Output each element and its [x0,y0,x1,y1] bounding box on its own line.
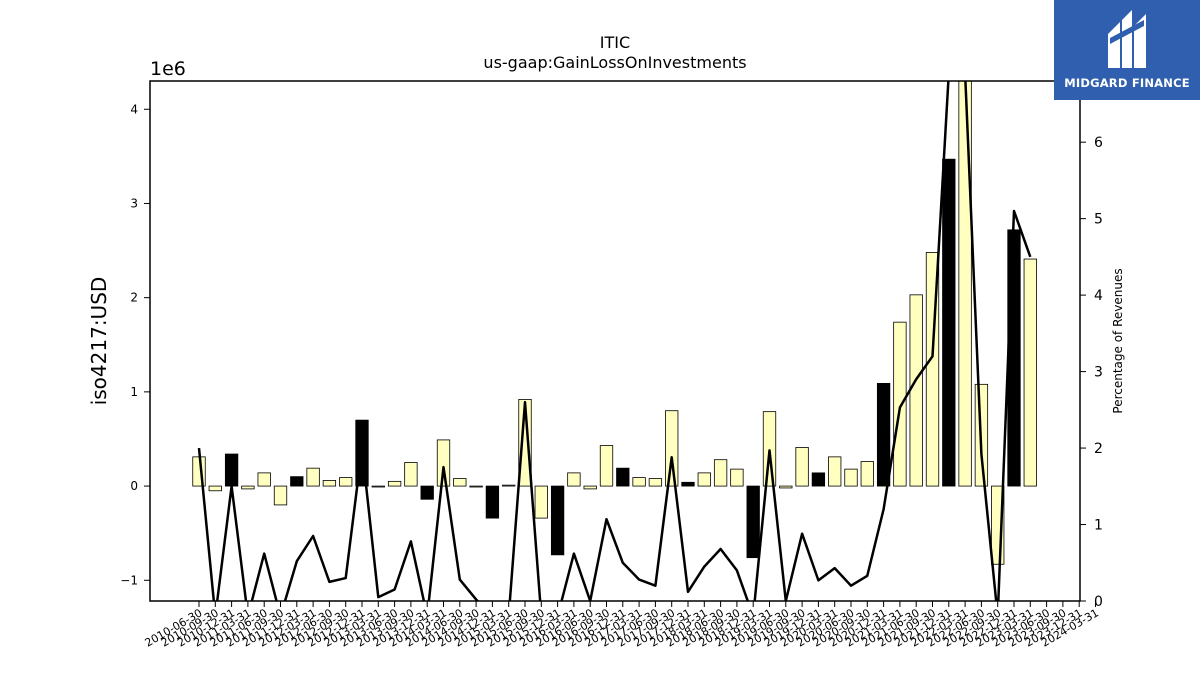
brand-name: MIDGARD FINANCE [1064,76,1190,90]
bar-2020-12-31 [876,382,891,487]
x-axis: 2010-06-302010-09-302010-12-312011-03-31… [143,601,1101,650]
y2-tick-label: 0 [1094,594,1103,610]
bar-2010-09-30 [208,485,222,492]
bar-2021-12-31 [942,158,956,487]
bar-2016-06-30 [583,485,597,490]
bar-2019-06-30 [779,485,793,489]
bar-2020-09-30 [860,461,874,487]
y-tick-label: −1 [120,573,138,587]
bar-2015-12-31 [550,485,565,556]
bar-2021-06-30 [909,294,923,487]
bar-2018-12-31 [746,485,760,559]
bar-2011-09-30 [273,485,288,506]
y2-tick-label: 3 [1094,365,1103,381]
bar-2020-06-30 [844,468,858,487]
bar-2018-09-30 [730,468,744,487]
bar-2015-06-30 [518,399,532,487]
bar-2017-12-31 [681,481,695,487]
bar-2011-03-31 [241,485,255,490]
bar-2022-03-31 [958,81,972,487]
y2-tick-label: 4 [1094,288,1103,304]
bar-2014-06-30 [453,478,467,487]
y-tick-label: 0 [130,479,138,493]
y2-tick-label: 2 [1094,441,1103,457]
bar-2015-09-30 [534,485,548,519]
bar-2013-06-30 [387,480,402,487]
bar-2019-12-31 [811,472,826,487]
pct-of-revenues-line [197,81,1032,601]
y2-tick-label: 6 [1094,135,1103,151]
bar-2019-09-30 [795,447,809,487]
y-tick-label: 4 [130,102,138,116]
chart-subtitle: us-gaap:GainLossOnInvestments [483,53,746,72]
bar-2013-09-30 [404,462,418,487]
bar-2021-03-31 [893,321,907,487]
plot-frame [149,80,1081,602]
bar-2018-03-31 [697,472,711,487]
bar-2017-09-30 [665,410,679,487]
bar-2017-06-30 [648,478,663,487]
brand-logo: MIDGARD FINANCE [1054,0,1200,100]
bar-2011-12-31 [290,476,304,487]
y2-tick-label: 5 [1094,212,1103,228]
bar-2014-03-31 [436,439,451,487]
bar-2023-03-31 [1023,258,1037,487]
bar-2022-12-31 [1007,229,1021,487]
bar-2013-12-31 [420,485,434,500]
bar-2019-03-31 [762,411,777,487]
y-axis-label: iso4217:USD [87,277,111,406]
y-tick-label: 3 [130,196,138,210]
bar-2016-03-31 [567,472,581,487]
bars-layer [192,81,1037,565]
line-layer [197,81,1032,601]
y-axis: −1 0 1 2 3 4 [120,102,150,587]
bar-2014-12-31 [485,485,500,519]
bar-2012-06-30 [322,480,337,487]
bar-2018-06-30 [713,459,728,487]
bar-2013-03-31 [371,485,385,488]
bar-2014-09-30 [469,485,483,488]
bar-2011-06-30 [257,472,271,487]
y-tick-label: 2 [130,291,138,305]
bar-2012-09-30 [339,477,353,487]
y2-axis-label: Percentage of Revenues [1111,268,1125,413]
bar-2015-03-31 [502,484,516,487]
bar-2010-12-31 [224,453,239,487]
bar-2016-09-30 [599,445,614,487]
y-axis-scale-label: 1e6 [150,58,186,80]
y2-axis: 0 1 2 3 4 5 6 [1080,135,1103,610]
bar-2020-03-31 [828,456,842,487]
bar-2017-03-31 [632,477,646,487]
y2-tick-label: 1 [1094,518,1103,534]
midgard-m-logo-icon [1108,10,1146,68]
y-tick-label: 1 [130,385,138,399]
bar-2012-03-31 [306,467,320,487]
chart-title: ITIC [600,33,630,52]
bar-2016-12-31 [616,467,630,487]
